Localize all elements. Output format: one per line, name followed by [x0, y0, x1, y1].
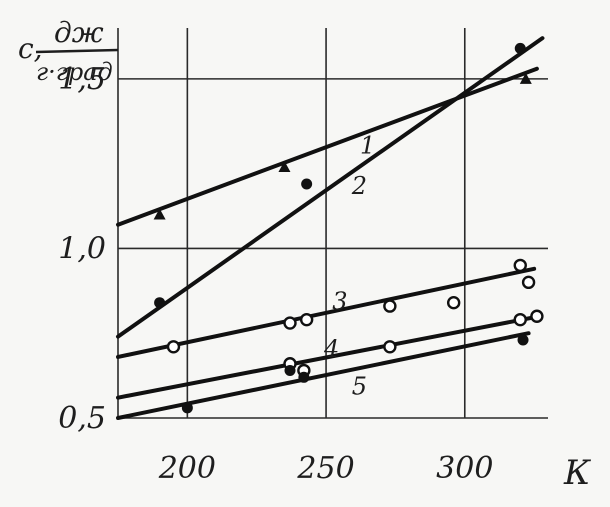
y-axis-unit-fraction-bar [35, 48, 119, 54]
marker-series-4-2 [383, 340, 397, 354]
y-axis-symbol: с, [18, 32, 43, 65]
marker-series-1-2 [519, 72, 532, 84]
marker-series-2-0 [154, 297, 166, 309]
marker-series-3-6 [521, 275, 536, 290]
marker-series-1-0 [153, 208, 166, 220]
x-axis-label: К [563, 453, 592, 493]
y-tick-label-2: 1,5 [58, 62, 106, 97]
curve-labels: 1 2 3 45 [323, 131, 375, 400]
data-markers [153, 42, 544, 414]
marker-series-4-3 [513, 312, 527, 327]
curve-label-5: 5 [352, 372, 367, 400]
marker-series-1-1 [278, 161, 291, 173]
curve-label-2: 2 [351, 172, 367, 200]
marker-series-4-4 [530, 309, 544, 323]
curve-label-4: 4 [323, 335, 339, 363]
marker-series-5-1 [284, 365, 296, 377]
marker-series-3-3 [383, 299, 397, 313]
series-line-1 [116, 66, 539, 227]
marker-series-5-2 [298, 371, 310, 383]
marker-series-2-1 [301, 178, 313, 190]
marker-series-5-0 [181, 402, 193, 414]
marker-series-3-4 [446, 295, 461, 310]
y-axis-unit-numerator: дж [54, 16, 104, 49]
marker-series-3-0 [166, 340, 181, 354]
marker-series-3-2 [299, 312, 314, 327]
series-line-2 [116, 36, 545, 339]
y-tick-label-0: 0,5 [58, 401, 106, 436]
marker-series-3-1 [283, 316, 297, 330]
marker-series-2-2 [514, 42, 526, 54]
y-axis-unit-denominator: г·град [36, 58, 113, 86]
y-tick-label-1: 1,0 [58, 231, 106, 266]
series-line-3 [116, 266, 537, 359]
x-tick-label-1: 250 [296, 451, 354, 486]
y-axis-label: с, дж г·град [18, 16, 119, 86]
tick-labels: 200 250 300 0,5 1,0 1,5 [58, 62, 493, 486]
marker-series-5-3 [517, 334, 529, 346]
x-tick-label-0: 200 [158, 451, 216, 486]
marker-series-3-5 [513, 258, 527, 273]
curve-label-1: 1 [360, 131, 375, 159]
x-tick-label-2: 300 [436, 451, 493, 486]
curve-label-3: 3 [332, 287, 347, 315]
series-line-4 [116, 314, 542, 400]
